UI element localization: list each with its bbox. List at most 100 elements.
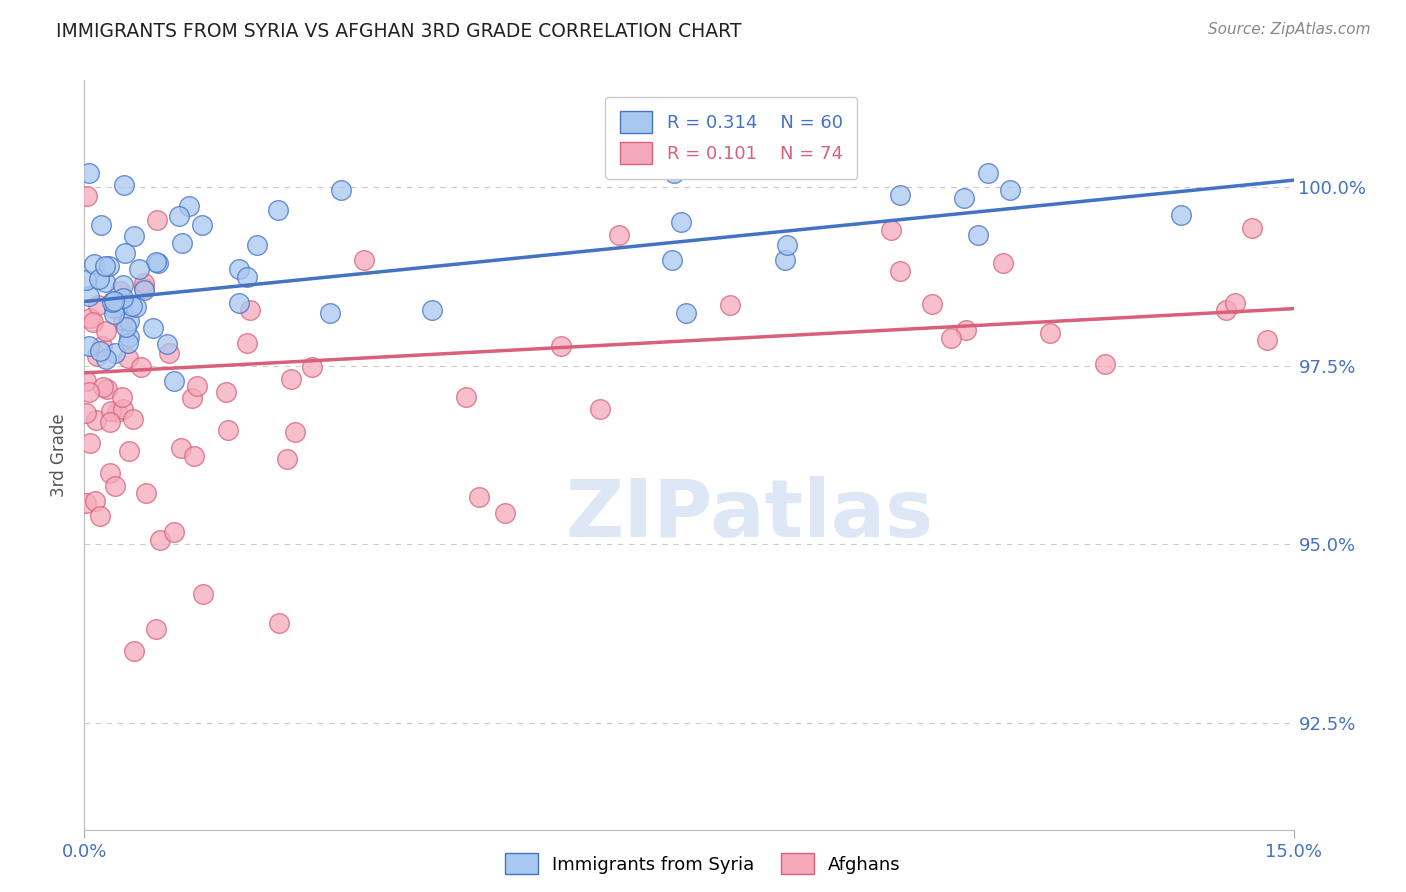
Point bbox=[82, 315, 104, 329]
Point bbox=[104, 479, 127, 493]
Point bbox=[128, 261, 150, 276]
Point bbox=[955, 323, 977, 337]
Point bbox=[921, 296, 943, 310]
Point bbox=[276, 452, 298, 467]
Point bbox=[94, 324, 117, 338]
Point bbox=[132, 283, 155, 297]
Point bbox=[1094, 357, 1116, 371]
Point bbox=[101, 295, 124, 310]
Point bbox=[75, 406, 97, 420]
Point bbox=[269, 615, 291, 630]
Point bbox=[135, 486, 157, 500]
Point bbox=[89, 509, 111, 524]
Point bbox=[671, 215, 693, 229]
Point bbox=[75, 273, 97, 287]
Point bbox=[228, 295, 250, 310]
Point bbox=[468, 490, 491, 504]
Point bbox=[122, 644, 145, 658]
Point bbox=[75, 496, 97, 510]
Point bbox=[77, 166, 100, 180]
Point bbox=[142, 321, 165, 335]
Point bbox=[110, 297, 132, 311]
Point bbox=[1170, 208, 1192, 222]
Point bbox=[267, 203, 290, 218]
Point bbox=[235, 335, 257, 350]
Point bbox=[190, 218, 212, 232]
Point bbox=[79, 385, 101, 400]
Point bbox=[76, 189, 98, 203]
Point bbox=[90, 218, 112, 232]
Point bbox=[96, 382, 118, 396]
Point bbox=[319, 306, 342, 320]
Point bbox=[105, 405, 128, 419]
Point bbox=[86, 349, 108, 363]
Point bbox=[170, 236, 193, 251]
Point bbox=[118, 444, 141, 458]
Point bbox=[100, 415, 122, 429]
Point bbox=[145, 254, 167, 268]
Point bbox=[91, 379, 114, 393]
Point bbox=[775, 238, 797, 252]
Point bbox=[1241, 220, 1264, 235]
Point bbox=[94, 259, 117, 273]
Point bbox=[607, 228, 630, 243]
Point bbox=[122, 228, 145, 243]
Point bbox=[75, 374, 97, 388]
Point bbox=[121, 299, 143, 313]
Point bbox=[79, 435, 101, 450]
Point bbox=[132, 276, 155, 290]
Point bbox=[103, 294, 125, 309]
Point bbox=[1039, 326, 1062, 340]
Point bbox=[179, 199, 201, 213]
Point bbox=[108, 294, 131, 309]
Point bbox=[118, 330, 141, 344]
Point bbox=[163, 524, 186, 539]
Point bbox=[134, 281, 156, 295]
Point bbox=[157, 346, 180, 360]
Point bbox=[129, 359, 152, 374]
Point bbox=[246, 238, 269, 252]
Point bbox=[117, 351, 139, 365]
Point bbox=[149, 533, 172, 547]
Point bbox=[83, 493, 105, 508]
Point bbox=[661, 252, 683, 267]
Point bbox=[77, 338, 100, 352]
Point bbox=[589, 401, 612, 416]
Point bbox=[124, 300, 146, 314]
Point bbox=[977, 166, 1000, 180]
Point bbox=[97, 259, 120, 273]
Point bbox=[115, 319, 138, 334]
Point bbox=[186, 378, 208, 392]
Point bbox=[280, 371, 302, 385]
Y-axis label: 3rd Grade: 3rd Grade bbox=[51, 413, 69, 497]
Point bbox=[301, 360, 323, 375]
Point bbox=[217, 423, 239, 437]
Point bbox=[146, 213, 169, 227]
Point bbox=[1000, 183, 1022, 197]
Point bbox=[163, 375, 186, 389]
Point bbox=[889, 264, 911, 278]
Point bbox=[183, 449, 205, 463]
Point bbox=[329, 183, 352, 197]
Point bbox=[773, 252, 796, 267]
Point bbox=[215, 385, 238, 400]
Point bbox=[169, 442, 191, 456]
Point bbox=[114, 245, 136, 260]
Point bbox=[118, 314, 141, 328]
Point bbox=[550, 339, 572, 353]
Text: Source: ZipAtlas.com: Source: ZipAtlas.com bbox=[1208, 22, 1371, 37]
Point bbox=[228, 262, 250, 277]
Point bbox=[675, 306, 697, 320]
Point bbox=[89, 343, 111, 358]
Point bbox=[966, 227, 988, 242]
Legend: Immigrants from Syria, Afghans: Immigrants from Syria, Afghans bbox=[496, 844, 910, 883]
Point bbox=[103, 301, 125, 316]
Point bbox=[236, 270, 259, 285]
Point bbox=[146, 256, 169, 270]
Point bbox=[96, 351, 118, 366]
Point bbox=[718, 297, 741, 311]
Point bbox=[454, 390, 477, 404]
Text: ZIPatlas: ZIPatlas bbox=[565, 475, 934, 554]
Point bbox=[90, 339, 112, 353]
Point bbox=[662, 166, 685, 180]
